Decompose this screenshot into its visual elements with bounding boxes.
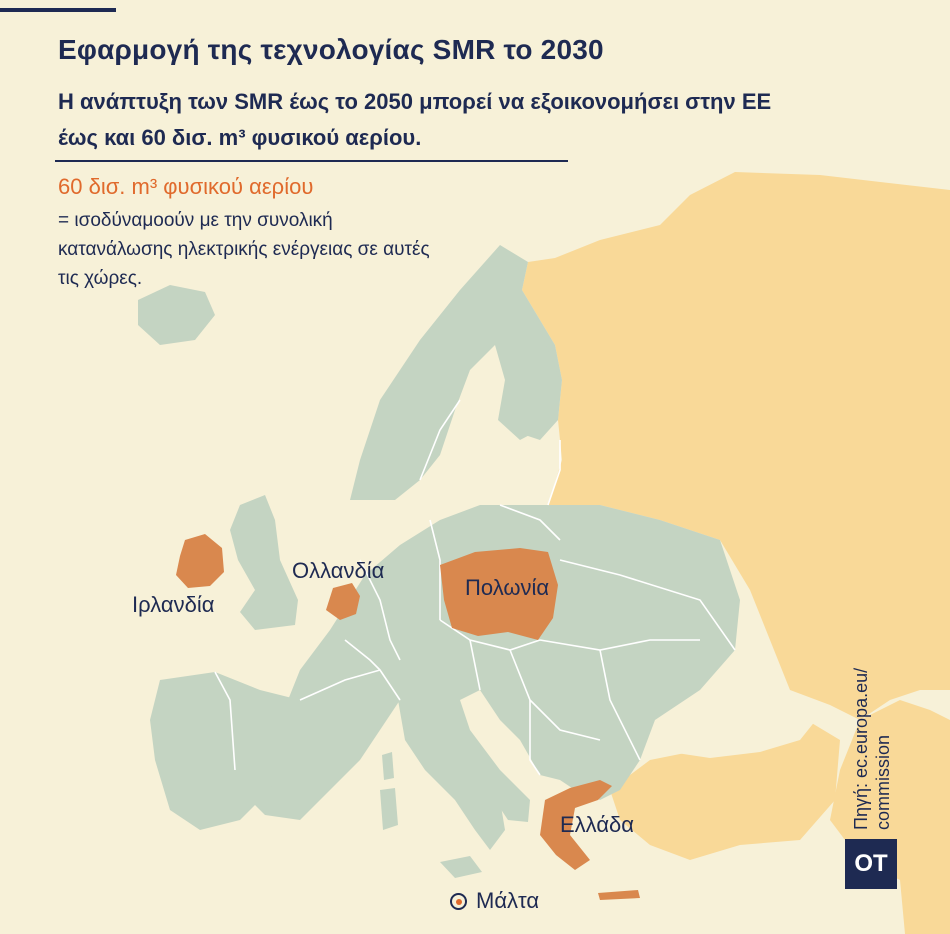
label-poland: Πολωνία [465,575,550,600]
poland-shape [440,548,558,640]
netherlands-shape [326,583,360,620]
malta-dot [455,898,462,905]
scandinavia [350,245,562,500]
europe-mainland [240,505,740,822]
greece-shape [540,780,612,870]
turkey-region [610,722,840,860]
sardinia [380,788,398,830]
crete-shape [598,890,640,900]
label-netherlands: Ολλανδία [292,558,385,583]
source-note: Πηγή: ec.europa.eu/ commission [850,640,894,830]
source-text: Πηγή: ec.europa.eu/ commission [851,667,893,830]
page-subtitle: Η ανάπτυξη των SMR έως το 2050 μπορεί να… [58,89,772,150]
great-britain [230,495,298,630]
ot-logo: OT [845,839,897,889]
ireland-shape [176,534,224,588]
label-ireland: Ιρλανδία [132,592,215,617]
page-title: Εφαρμογή της τεχνολογίας SMR το 2030 [58,34,604,65]
russia-region [522,172,950,720]
italy [398,700,505,850]
corsica [382,752,394,780]
finland [505,330,560,440]
iceland [138,285,215,345]
country-borders [214,399,736,776]
sicily [440,856,482,878]
top-accent-bar [0,8,116,12]
title-divider [55,160,568,162]
caucasus-region [830,700,950,934]
black-sea [650,690,820,758]
label-greece: Ελλάδα [560,812,635,837]
label-malta: Μάλτα [476,888,540,913]
legend-text: = ισοδύναμοούν με την συνολική κατανάλωσ… [58,210,430,289]
malta-marker-icon [450,893,467,910]
legend-highlight: 60 δισ. m³ φυσικού αερίου [58,174,314,199]
iberia [150,672,300,830]
